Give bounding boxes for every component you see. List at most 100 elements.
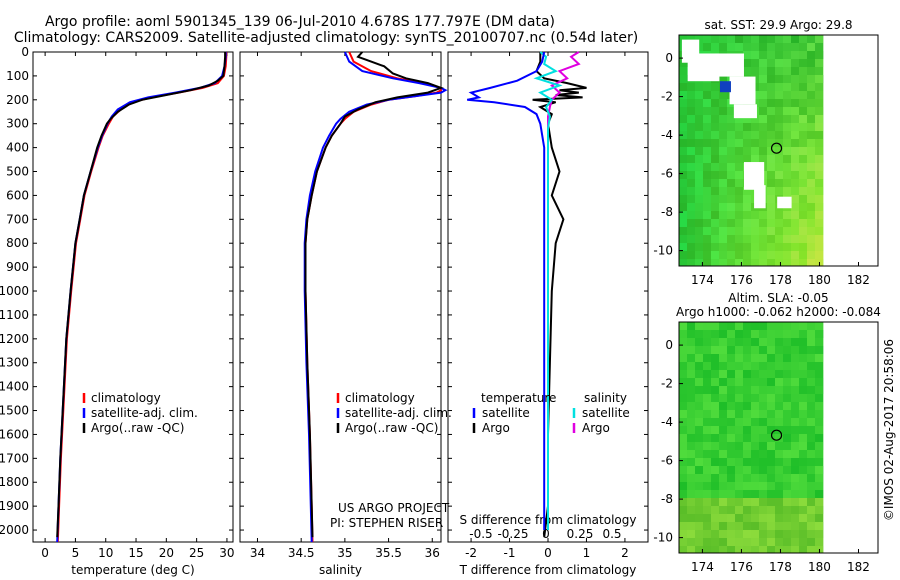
salinity-xtick-label: 35.5 (375, 546, 402, 560)
map-lat-tick-label: -10 (653, 244, 673, 258)
difference-xtick-label: 2 (621, 546, 629, 560)
difference-profile-panel: -2 -1 0 1 2 T difference from climatology -0.5… (447, 51, 649, 577)
difference-legend-heading: temperature (481, 391, 556, 405)
cloud-mask-patch (729, 76, 756, 105)
map-lat-tick-label: 0 (665, 338, 673, 352)
temperature-xtick-label: 30 (219, 546, 234, 560)
depth-tick-label: 400 (6, 141, 29, 155)
depth-tick-label: 1300 (0, 356, 29, 370)
map-lon-tick-label: 174 (691, 273, 714, 287)
map-lon-tick-label: 182 (847, 560, 870, 574)
difference-legend-label: Argo (482, 421, 510, 435)
cloud-mask-patch (777, 196, 792, 209)
depth-tick-label: 900 (6, 260, 29, 274)
temperature-series-line (56, 52, 227, 543)
sst-map-panel: sat. SST: 29.9 Argo: 29.8 174 176 178 180 182… (653, 18, 879, 287)
salinity-profile-panel: 34 34.5 35 35.5 36 salinity climatologysatelli… (239, 51, 452, 577)
difference-legend-label: satellite (482, 406, 530, 420)
salinity-legend-label: Argo(..raw -QC) (345, 421, 438, 435)
map-frame (678, 34, 879, 267)
map-lat-tick-label: -4 (661, 415, 673, 429)
cloud-mask-patch (754, 185, 766, 209)
argo-position-marker (770, 142, 783, 154)
temperature-series-line (56, 52, 228, 543)
depth-tick-label: 700 (6, 212, 29, 226)
depth-tick-label: 1400 (0, 380, 29, 394)
temperature-argo-diff-line (532, 52, 587, 538)
map-lat-tick-label: -10 (653, 531, 673, 545)
depth-tick-label: 0 (21, 45, 29, 59)
temperature-axes-frame (32, 51, 234, 543)
map-lat-tick-label: -6 (661, 167, 673, 181)
map-frame (678, 321, 879, 554)
depth-tick-label: 1100 (0, 308, 29, 322)
sst-patch-marker (719, 81, 731, 93)
map-lon-tick-label: 178 (769, 273, 792, 287)
difference-xtick-label: -2 (465, 546, 477, 560)
salinity-xtick-label: 36 (425, 546, 440, 560)
cloud-mask-patch (733, 104, 757, 119)
salinity-difference-tick-label: 0 (542, 527, 550, 541)
temperature-xtick-label: 15 (128, 546, 143, 560)
salinity-legend-label: climatology (345, 391, 415, 405)
salinity-legend-label: satellite-adj. clim. (345, 406, 452, 420)
map-lat-tick-label: 0 (665, 51, 673, 65)
map-field (679, 322, 832, 553)
depth-tick-label: 600 (6, 188, 29, 202)
map-lat-tick-label: -8 (661, 492, 673, 506)
depth-tick-label: 300 (6, 117, 29, 131)
difference-legend-label: Argo (582, 421, 610, 435)
salinity-difference-tick-label: -0.25 (497, 527, 528, 541)
depth-tick-label: 1200 (0, 332, 29, 346)
map-lon-tick-label: 176 (730, 273, 753, 287)
map-no-data-area (823, 322, 878, 553)
cloud-mask-patch (687, 53, 720, 82)
map-lat-tick-label: -6 (661, 454, 673, 468)
temperature-satellite-diff-line (466, 51, 546, 530)
depth-tick-label: 1000 (0, 284, 29, 298)
map-lon-tick-label: 178 (769, 560, 792, 574)
temperature-legend-label: satellite-adj. clim. (91, 406, 198, 420)
depth-tick-label: 1500 (0, 404, 29, 418)
pi-label: PI: STEPHEN RISER (330, 516, 443, 530)
depth-tick-label: 100 (6, 69, 29, 83)
difference-legend-heading: salinity (584, 391, 627, 405)
map-lat-tick-label: -8 (661, 205, 673, 219)
salinity-axes-frame (239, 51, 442, 543)
depth-tick-label: 1600 (0, 427, 29, 441)
salinity-series-line (303, 51, 448, 543)
temperature-series-line (56, 52, 227, 538)
depth-tick-label: 2000 (0, 523, 29, 537)
argo-position-marker (770, 429, 783, 441)
salinity-series-line (304, 51, 442, 543)
salinity-xlabel: salinity (319, 563, 362, 577)
salinity-series-line (304, 51, 444, 538)
map-lon-tick-label: 180 (808, 560, 831, 574)
salinity-difference-tick-label: 0.5 (602, 527, 621, 541)
project-label: US ARGO PROJECT (338, 501, 450, 515)
depth-tick-label: 500 (6, 165, 29, 179)
salinity-xtick-label: 35 (337, 546, 352, 560)
map-field (679, 35, 832, 266)
temperature-xtick-label: 0 (41, 546, 49, 560)
map-title: Argo h1000: -0.062 h2000: -0.084 (676, 305, 881, 319)
map-title: Altim. SLA: -0.05 (728, 291, 828, 305)
cloud-mask-patch (715, 53, 744, 77)
map-lat-tick-label: -2 (661, 377, 673, 391)
temperature-xtick-label: 25 (189, 546, 204, 560)
salinity-difference-tick-label: -0.5 (469, 527, 492, 541)
map-title: sat. SST: 29.9 Argo: 29.8 (704, 18, 852, 32)
map-lon-tick-label: 180 (808, 273, 831, 287)
salinity-difference-tick-label: 0.25 (567, 527, 594, 541)
map-no-data-area (823, 35, 878, 266)
difference-xtick-label: 0 (544, 546, 552, 560)
temperature-xlabel: temperature (deg C) (71, 563, 194, 577)
map-lon-tick-label: 174 (691, 560, 714, 574)
figure-title-line1: Argo profile: aoml 5901345_139 06-Jul-20… (45, 14, 555, 30)
salinity-xtick-label: 34.5 (288, 546, 315, 560)
map-lon-tick-label: 176 (730, 560, 753, 574)
depth-tick-label: 200 (6, 93, 29, 107)
map-lat-tick-label: -2 (661, 90, 673, 104)
